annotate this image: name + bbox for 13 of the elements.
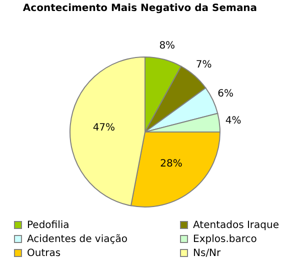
data-label: 7% <box>196 60 212 71</box>
data-label: 8% <box>159 40 176 52</box>
legend-label: Explos.barco <box>193 234 257 244</box>
data-label: 28% <box>160 158 182 170</box>
legend-label: Atentados Iraque <box>193 220 280 230</box>
data-label: 47% <box>92 122 116 134</box>
data-label: 6% <box>218 88 234 100</box>
data-label: 4% <box>225 115 242 126</box>
legend-label: Acidentes de viação <box>27 234 128 244</box>
legend-label: Pedofilia <box>27 220 70 230</box>
legend-label: Ns/Nr <box>193 248 221 258</box>
chart-title: Acontecimento Mais Negativo da Semana <box>22 3 258 14</box>
legend-label: Outras <box>27 248 61 258</box>
